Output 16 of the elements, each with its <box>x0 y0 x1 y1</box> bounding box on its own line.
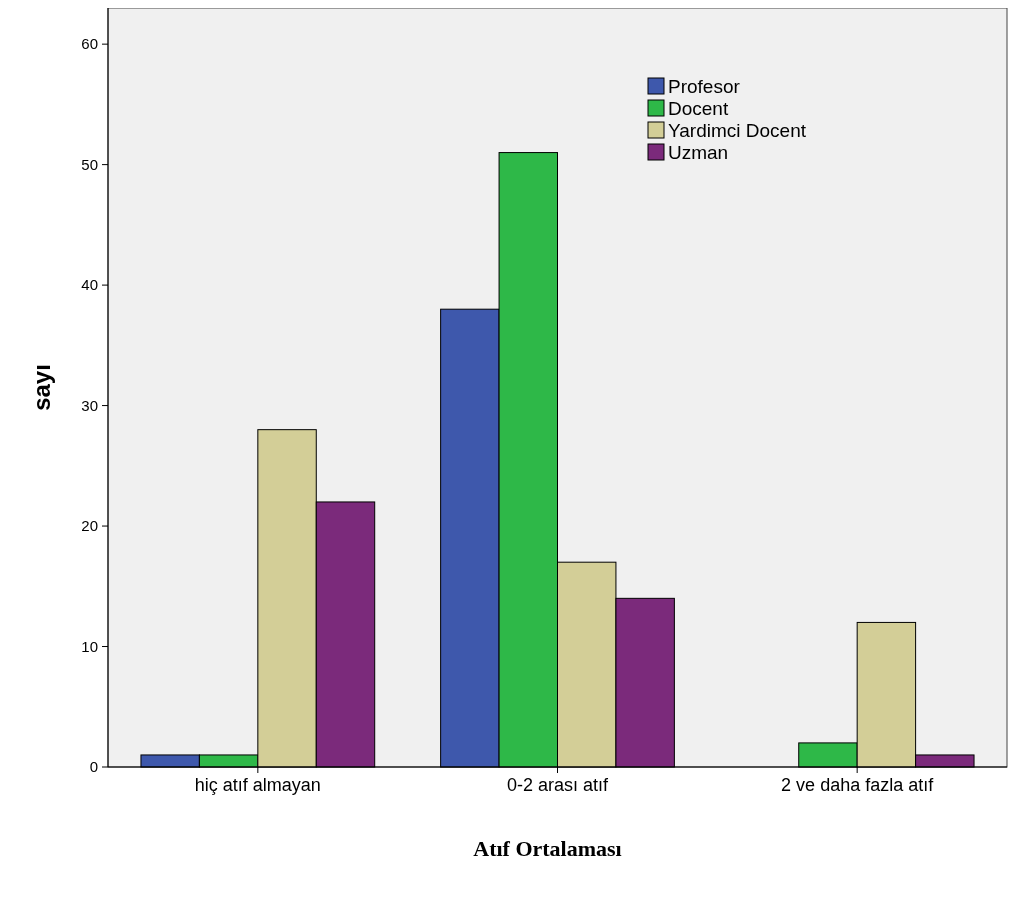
y-tick-label: 10 <box>81 637 98 655</box>
y-tick-label: 50 <box>81 155 98 173</box>
legend-label: Yardimci Docent <box>668 119 807 141</box>
legend-label: Docent <box>668 97 729 119</box>
y-axis-title: sayı <box>28 364 55 411</box>
x-tick-label: 2 ve daha fazla atıf <box>781 775 935 795</box>
x-tick-label: 0-2 arası atıf <box>506 775 610 795</box>
y-tick-label: 40 <box>81 276 98 294</box>
x-axis-title: Atıf Ortalaması <box>473 836 622 861</box>
y-tick-label: 60 <box>81 35 98 53</box>
legend-label: Profesor <box>668 75 741 97</box>
y-tick-label: 20 <box>81 517 98 535</box>
y-tick-label: 30 <box>81 396 98 414</box>
legend-label: Uzman <box>668 141 729 163</box>
x-tick-label: hiç atıf almayan <box>194 775 321 795</box>
y-tick-label: 0 <box>89 758 98 776</box>
